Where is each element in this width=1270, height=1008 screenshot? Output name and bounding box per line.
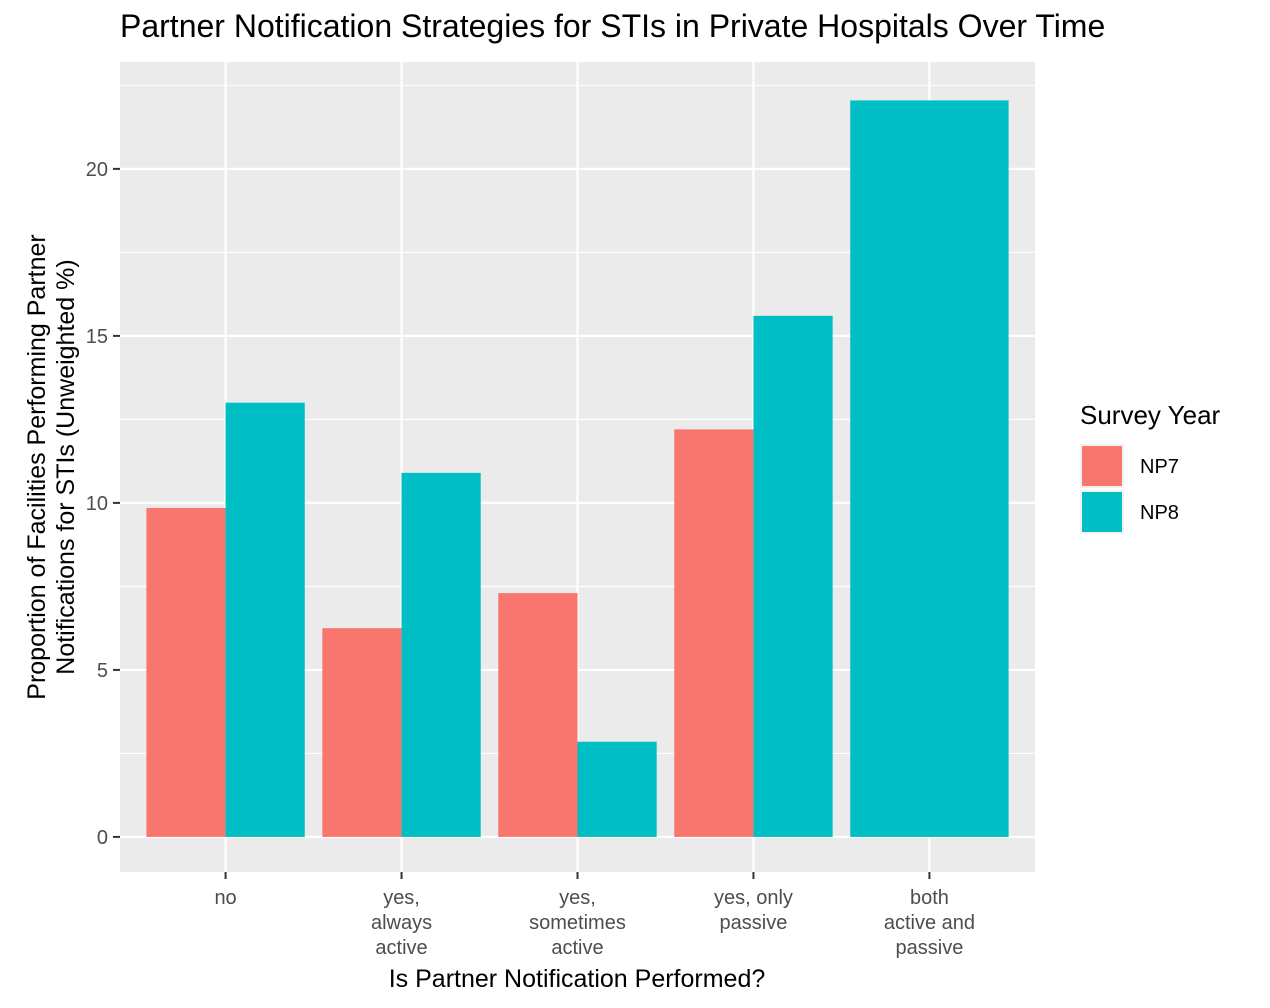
x-tick-label-line: yes, only <box>714 887 793 909</box>
legend-title: Survey Year <box>1080 400 1221 430</box>
bar-np7-2 <box>498 593 578 837</box>
x-tick-label-line: active <box>551 937 603 959</box>
bar-np7-3 <box>674 429 754 837</box>
x-tick-label-line: yes, <box>559 887 596 909</box>
legend-swatch-np8 <box>1082 492 1122 532</box>
x-tick-label-line: active and <box>884 912 975 934</box>
y-axis-title-line-2: Notifications for STIs (Unweighted %) <box>52 259 80 674</box>
x-tick-label-line: sometimes <box>529 912 626 934</box>
x-tick-label-line: yes, <box>383 887 420 909</box>
y-tick-label: 20 <box>86 159 108 181</box>
legend-swatch-np7 <box>1082 446 1122 486</box>
x-tick-label: yes, always active <box>371 887 432 959</box>
y-tick-label: 10 <box>86 493 108 515</box>
legend-label-np7: NP7 <box>1140 456 1179 478</box>
x-tick-label: both active and passive <box>884 887 975 959</box>
x-tick-label-line: passive <box>720 912 788 934</box>
bar-np8-4 <box>850 100 1009 837</box>
y-axis: 0 5 10 15 20 <box>86 159 120 849</box>
bar-np8-3 <box>753 315 833 837</box>
y-axis-title: Proportion of Facilities Performing Part… <box>23 234 80 699</box>
bar-np7-0 <box>146 507 226 837</box>
y-axis-title-line-1: Proportion of Facilities Performing Part… <box>23 234 51 699</box>
x-tick-label-line: always <box>371 912 432 934</box>
y-tick-label: 15 <box>86 326 108 348</box>
x-tick-label: yes, sometimes active <box>529 887 626 959</box>
x-tick-label-line: passive <box>896 937 964 959</box>
x-tick-label-line: no <box>214 887 236 909</box>
y-tick-label: 0 <box>97 827 108 849</box>
bar-np8-2 <box>577 741 657 837</box>
x-tick-label: no <box>214 887 236 909</box>
bar-np8-0 <box>225 402 305 837</box>
bar-np8-1 <box>401 472 481 837</box>
x-tick-label-line: active <box>375 937 427 959</box>
bar-np7-1 <box>322 628 402 837</box>
y-tick-label: 5 <box>97 660 108 682</box>
chart-title: Partner Notification Strategies for STIs… <box>120 8 1106 44</box>
x-axis-title: Is Partner Notification Performed? <box>389 965 766 993</box>
x-tick-label: yes, only passive <box>714 887 793 934</box>
x-tick-label-line: both <box>910 887 949 909</box>
legend-label-np8: NP8 <box>1140 502 1179 524</box>
legend: Survey Year NP7 NP8 <box>1080 400 1221 534</box>
bars <box>146 100 1009 837</box>
